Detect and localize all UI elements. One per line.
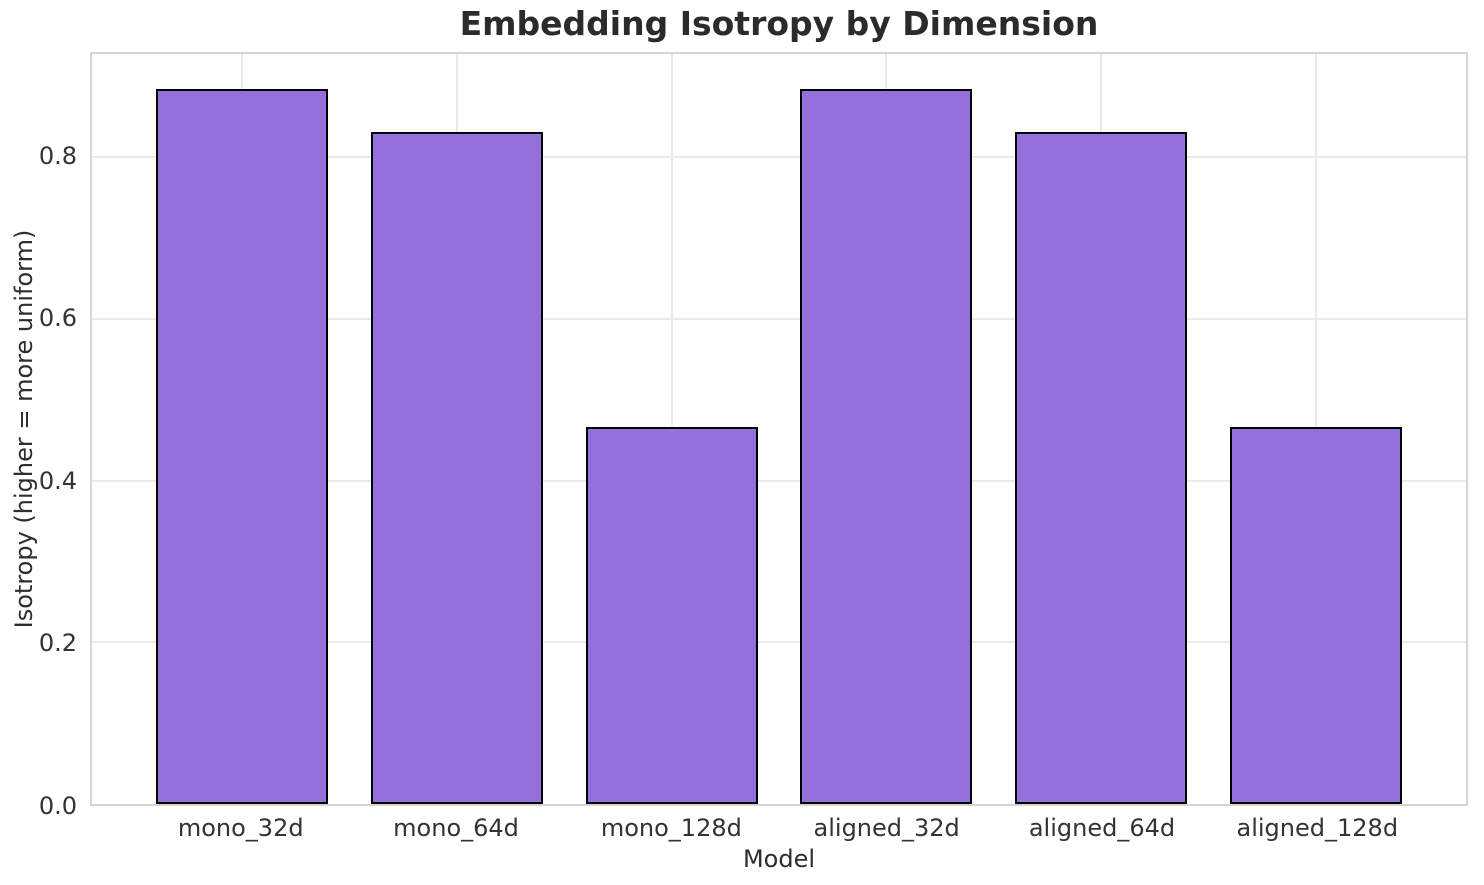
plot-area <box>90 52 1468 806</box>
horizontal-gridline <box>92 479 1466 482</box>
x-axis-tick-labels: mono_32d mono_64d mono_128d aligned_32d alig… <box>90 814 1468 846</box>
y-axis-label: Isotropy (higher = more uniform) <box>10 229 38 629</box>
horizontal-gridline <box>92 156 1466 159</box>
y-tick-label: 0.6 <box>38 304 77 333</box>
y-tick-label: 0.8 <box>38 142 77 170</box>
bar-mono_128d <box>585 427 758 804</box>
horizontal-gridline <box>92 318 1466 321</box>
x-tick-label: aligned_128d <box>1236 814 1399 842</box>
x-axis-label: Model <box>742 845 816 873</box>
x-tick-label: mono_128d <box>600 814 742 842</box>
x-tick-label: aligned_32d <box>813 814 960 842</box>
y-tick-label: 0.4 <box>38 467 77 495</box>
bar-mono_32d <box>156 88 329 804</box>
x-tick-label: mono_64d <box>393 814 519 842</box>
bar-aligned_64d <box>1015 131 1187 804</box>
x-tick-label: aligned_64d <box>1028 814 1176 842</box>
bar-mono_64d <box>371 131 543 804</box>
y-tick-label: 0.0 <box>38 792 77 820</box>
bar-aligned_128d <box>1229 427 1402 804</box>
y-axis-tick-labels: 0.0 0.2 0.4 0.6 0.8 <box>0 52 77 820</box>
chart-title: Embedding Isotropy by Dimension <box>459 4 1099 43</box>
horizontal-gridline <box>92 641 1466 644</box>
x-tick-label: mono_32d <box>177 814 304 842</box>
y-tick-label: 0.2 <box>38 629 77 658</box>
bar-aligned_32d <box>800 88 973 804</box>
